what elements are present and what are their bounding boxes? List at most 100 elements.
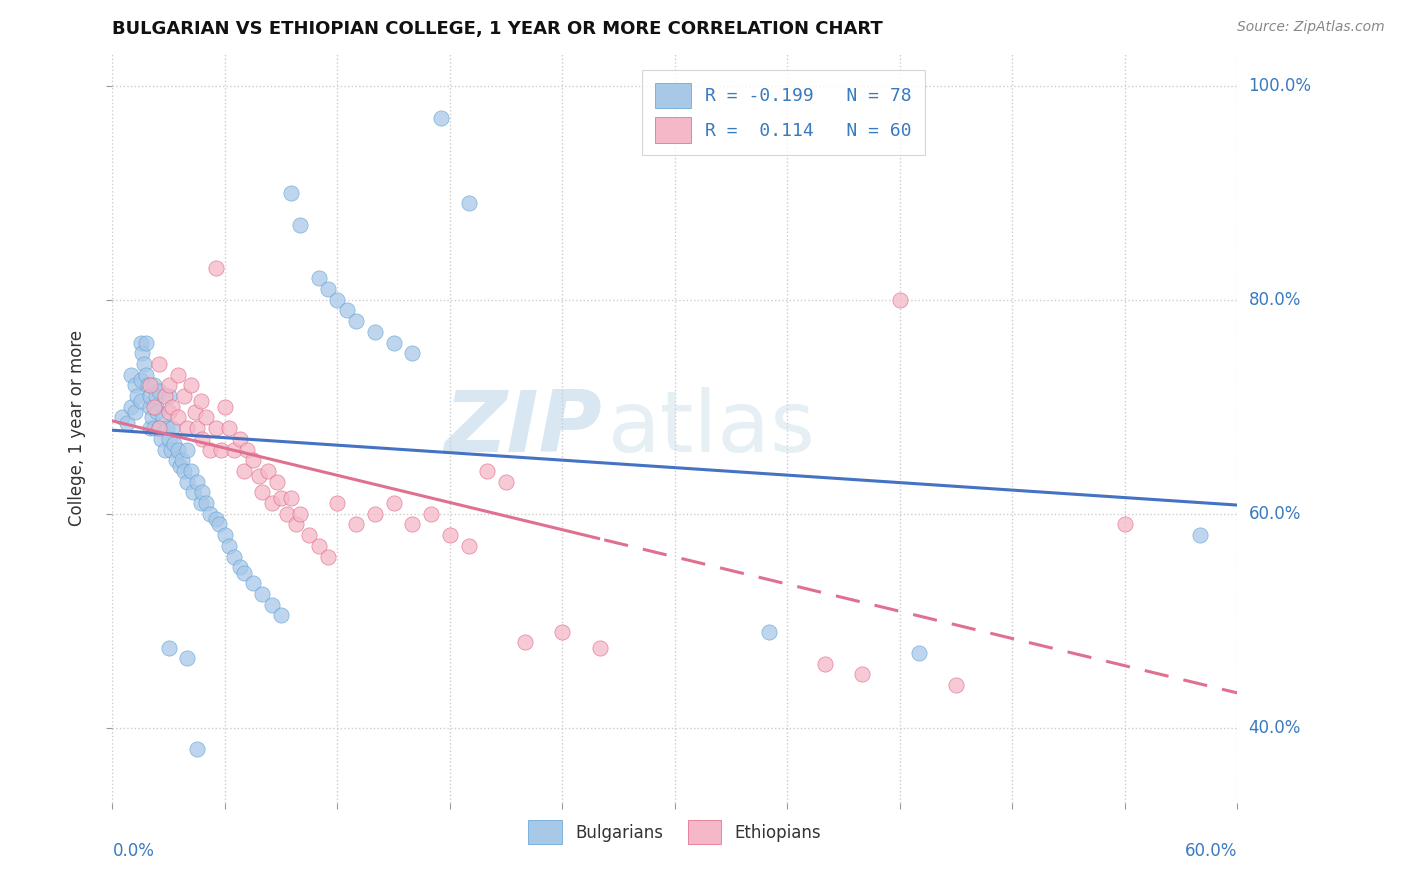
Point [344,517,367,532]
Point [169,458,191,473]
Point [153,442,176,457]
Point [180,464,202,478]
Point [145,389,167,403]
Point [298,528,321,542]
Point [167,410,190,425]
Point [945,678,967,692]
Point [513,635,536,649]
Y-axis label: College, 1 year or more: College, 1 year or more [67,330,86,526]
Point [148,357,170,371]
Point [124,378,146,392]
Point [150,432,173,446]
Text: ZIP: ZIP [444,386,602,470]
Point [145,400,167,414]
Point [186,475,208,489]
Point [135,335,157,350]
Point [162,421,184,435]
Point [184,405,207,419]
Point [364,325,387,339]
Point [288,507,311,521]
Point [401,517,423,532]
Point [439,528,461,542]
Point [308,271,330,285]
Point [252,587,274,601]
Point [163,437,186,451]
Point [157,640,180,655]
Point [190,496,212,510]
Point [316,549,339,564]
Point [141,410,163,425]
Point [142,400,165,414]
Point [1114,517,1136,532]
Point [176,442,198,457]
Point [204,421,226,435]
Point [136,378,159,392]
Point [457,539,479,553]
Point [242,453,264,467]
Point [907,646,929,660]
Point [589,640,612,655]
Point [176,651,198,665]
Point [170,453,193,467]
Point [198,507,221,521]
Point [139,421,162,435]
Point [176,421,198,435]
Point [218,421,240,435]
Point [344,314,367,328]
Text: 60.0%: 60.0% [1185,842,1237,860]
Point [204,260,226,275]
Point [120,400,142,414]
Point [162,400,184,414]
Text: 60.0%: 60.0% [1249,505,1301,523]
Point [477,464,499,478]
Point [276,507,298,521]
Point [125,389,148,403]
Point [889,293,911,307]
Point [131,346,153,360]
Point [208,517,231,532]
Point [157,432,180,446]
Point [326,293,349,307]
Point [266,475,288,489]
Point [457,196,479,211]
Point [364,507,387,521]
Point [814,657,837,671]
Text: 0.0%: 0.0% [112,842,155,860]
Point [224,549,246,564]
Point [280,186,302,200]
Point [270,491,292,505]
Point [195,410,218,425]
Point [156,421,179,435]
Point [382,496,405,510]
Point [336,303,359,318]
Point [257,464,280,478]
Point [758,624,780,639]
Point [124,405,146,419]
Point [191,432,214,446]
Point [198,442,221,457]
Point [195,496,218,510]
Point [260,598,283,612]
Text: atlas: atlas [607,386,815,470]
Point [120,368,142,382]
Point [148,421,170,435]
Point [165,453,187,467]
Point [316,282,339,296]
Point [551,624,574,639]
Point [159,442,181,457]
Point [229,432,252,446]
Point [146,405,169,419]
Text: BULGARIAN VS ETHIOPIAN COLLEGE, 1 YEAR OR MORE CORRELATION CHART: BULGARIAN VS ETHIOPIAN COLLEGE, 1 YEAR O… [112,21,883,38]
Point [326,496,349,510]
Point [851,667,873,681]
Point [181,485,204,500]
Point [270,608,292,623]
Point [176,475,198,489]
Text: 40.0%: 40.0% [1249,719,1301,737]
Point [173,389,195,403]
Point [173,464,195,478]
Point [167,368,190,382]
Point [401,346,423,360]
Point [139,378,162,392]
Point [232,464,254,478]
